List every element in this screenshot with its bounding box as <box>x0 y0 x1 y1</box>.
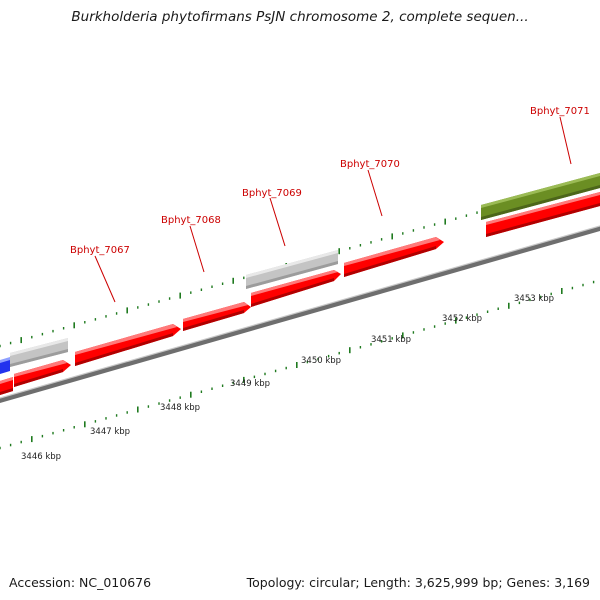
gene-blue-partial[interactable] <box>0 357 10 374</box>
gene-olive-bphyt-7071[interactable] <box>481 173 600 220</box>
kbp-labels: 3446 kbp 3447 kbp 3448 kbp 3449 kbp 3450… <box>21 294 554 462</box>
lower-tick-row <box>0 280 595 450</box>
gene-grey-1[interactable] <box>10 338 68 367</box>
gene-label-bphyt-7069[interactable]: Bphyt_7069 <box>242 188 302 199</box>
gene-label-bphyt-7070[interactable]: Bphyt_7070 <box>340 159 400 170</box>
feature-track-cds <box>0 192 600 395</box>
cds-partial-left[interactable] <box>0 377 13 395</box>
feature-track-upper <box>0 173 600 374</box>
kbp-label-3447: 3447 kbp <box>90 427 130 437</box>
cds-arrow-bphyt-7068[interactable] <box>183 302 251 331</box>
cds-arrow-bphyt-7071[interactable] <box>486 192 600 237</box>
gene-label-bphyt-7068[interactable]: Bphyt_7068 <box>161 215 221 226</box>
kbp-label-3449: 3449 kbp <box>230 379 270 389</box>
backbone <box>0 225 600 403</box>
kbp-label-3450: 3450 kbp <box>301 356 341 366</box>
cds-arrow-bphyt-7067[interactable] <box>75 324 181 366</box>
summary-label: Topology: circular; Length: 3,625,999 bp… <box>246 575 590 590</box>
kbp-label-3452: 3452 kbp <box>442 314 482 324</box>
kbp-label-3453: 3453 kbp <box>514 294 554 304</box>
gene-label-bphyt-7067[interactable]: Bphyt_7067 <box>70 245 130 256</box>
kbp-label-3451: 3451 kbp <box>371 335 411 345</box>
gene-grey-2[interactable] <box>246 250 338 289</box>
kbp-label-3448: 3448 kbp <box>160 403 200 413</box>
gene-label-bphyt-7071[interactable]: Bphyt_7071 <box>530 106 590 117</box>
leader-bphyt-7067 <box>94 255 116 303</box>
map-title: Burkholderia phytofirmans PsJN chromosom… <box>71 9 529 25</box>
gene-labels: Bphyt_7067 Bphyt_7068 Bphyt_7069 Bphyt_7… <box>70 106 590 303</box>
cds-arrow-bphyt-7069[interactable] <box>251 270 341 307</box>
leader-bphyt-7071 <box>559 116 572 165</box>
leader-bphyt-7068 <box>189 225 205 273</box>
leader-bphyt-7070 <box>367 169 383 217</box>
kbp-label-3446: 3446 kbp <box>21 452 61 462</box>
accession-label: Accession: NC_010676 <box>9 575 152 590</box>
cds-arrow-bphyt-7070[interactable] <box>344 237 444 277</box>
cds-arrow-a[interactable] <box>14 360 71 387</box>
leader-bphyt-7069 <box>269 197 286 247</box>
